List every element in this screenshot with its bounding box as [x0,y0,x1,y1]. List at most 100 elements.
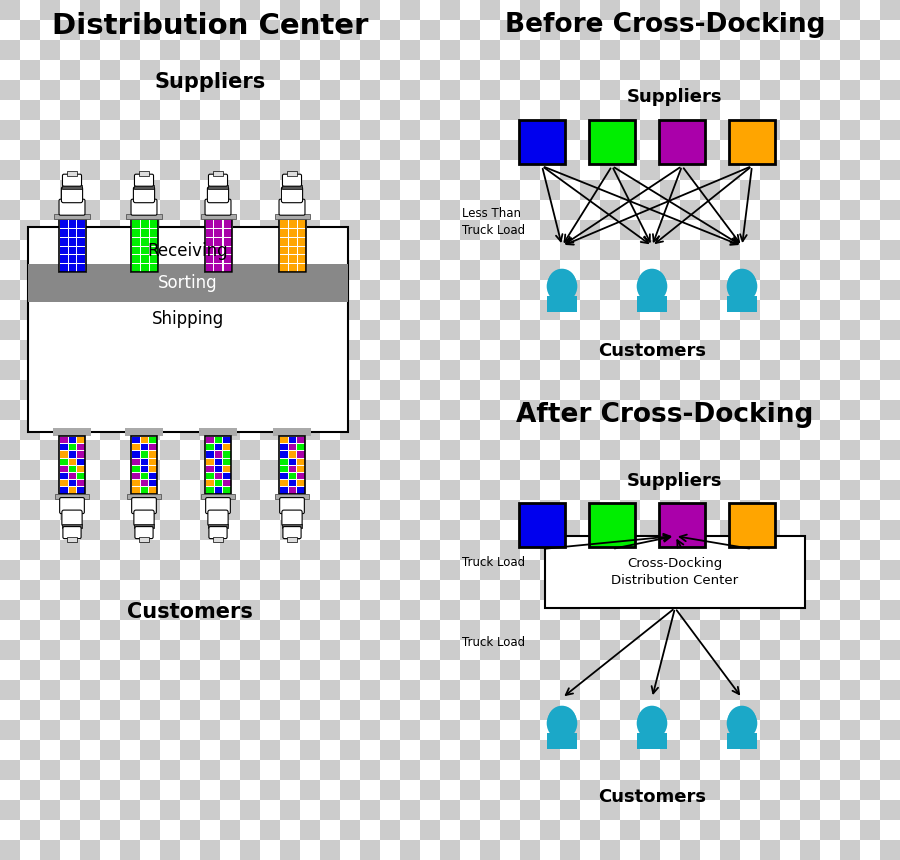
Bar [540,800,560,820]
Bar [420,220,440,240]
Bar [120,160,140,180]
Bar [140,263,148,272]
Bar [840,460,860,480]
Bar [180,440,200,460]
Bar [800,380,820,400]
Bar [820,220,840,240]
Bar [460,0,480,20]
Bar [640,220,660,240]
Bar [131,436,157,494]
Bar [200,260,220,280]
Bar [600,140,620,160]
Bar [60,400,80,420]
Bar [140,237,148,246]
Bar [680,360,700,380]
Bar [560,0,580,20]
Bar [580,840,600,860]
Bar [320,420,340,440]
Bar [600,780,620,800]
Bar [380,680,400,700]
Bar [780,760,800,780]
Bar [860,300,880,320]
Bar [620,680,640,700]
Bar [740,660,760,680]
Bar [100,780,120,800]
Bar [40,320,60,340]
Bar [520,820,540,840]
Bar [288,487,296,494]
Bar [480,40,500,60]
Bar [860,160,880,180]
Bar [140,464,148,472]
Bar [720,280,740,300]
Bar [60,0,80,20]
Bar [620,260,640,280]
Bar [300,660,320,680]
Bar [520,700,540,720]
Bar [860,640,880,660]
Bar [140,520,160,540]
Bar [340,20,360,40]
Circle shape [638,268,666,297]
Bar [20,220,40,240]
Bar [213,538,222,542]
Bar [287,246,296,255]
Bar [300,580,320,600]
Bar [740,300,760,320]
FancyBboxPatch shape [133,187,155,203]
Bar [460,520,480,540]
Bar [420,120,440,140]
Bar [500,260,520,280]
Bar [880,220,900,240]
Bar [200,60,220,80]
Bar [208,524,228,528]
Bar [140,620,160,640]
Bar [380,340,400,360]
Bar [560,340,580,360]
Bar [260,660,280,680]
Bar [580,480,600,500]
Bar [0,380,20,400]
Bar [660,820,680,840]
Bar [740,500,760,520]
Bar [780,460,800,480]
Bar [729,120,775,164]
Bar [180,380,200,400]
Bar [520,840,540,860]
Bar [120,640,140,660]
Bar [380,20,400,40]
Bar [200,840,220,860]
Bar [460,620,480,640]
Bar [40,40,60,60]
Bar [840,220,860,240]
Bar [520,620,540,640]
Bar [300,340,320,360]
Bar [460,200,480,220]
Bar [780,40,800,60]
Bar [520,420,540,440]
Bar [540,180,560,200]
Bar [680,680,700,700]
Bar [620,460,640,480]
Bar [600,600,620,620]
Bar [220,580,240,600]
Bar [580,180,600,200]
Bar [440,60,460,80]
Bar [240,120,260,140]
Bar [540,400,560,420]
Bar [620,100,640,120]
Bar [240,780,260,800]
Bar [80,440,100,460]
Bar [540,640,560,660]
Bar [320,800,340,820]
Bar [500,180,520,200]
Bar [200,520,220,540]
Bar [400,260,420,280]
Bar [214,443,222,451]
Bar [500,820,520,840]
Bar [480,280,500,300]
Bar [820,820,840,840]
Bar [680,260,700,280]
Bar [220,500,240,520]
Bar [760,100,780,120]
